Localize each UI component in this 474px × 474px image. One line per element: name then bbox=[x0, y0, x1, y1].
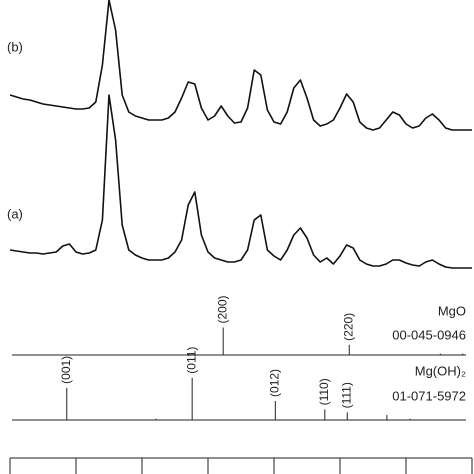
reference-name: MgO bbox=[438, 303, 466, 318]
plot-area: (b) (a) MgO 00-045-0946 (200) (220) Mg(OH)₂ 01-… bbox=[7, 0, 473, 474]
reference-name: Mg(OH)₂ bbox=[415, 363, 466, 378]
peak-label: (011) bbox=[184, 347, 198, 374]
peak-label: (111) bbox=[339, 382, 353, 408]
series-label: (a) bbox=[7, 206, 23, 221]
series-label: (b) bbox=[7, 39, 23, 54]
peak-label: (220) bbox=[341, 313, 355, 341]
peak-label: (200) bbox=[215, 295, 229, 323]
peak-label: (012) bbox=[267, 369, 281, 397]
peak-label: (001) bbox=[59, 356, 73, 384]
reference-code: 01-071-5972 bbox=[392, 388, 466, 403]
pattern-line bbox=[9, 0, 472, 131]
reference-code: 00-045-0946 bbox=[392, 327, 466, 342]
pattern-line bbox=[9, 94, 472, 269]
peak-label: (110) bbox=[317, 378, 331, 405]
